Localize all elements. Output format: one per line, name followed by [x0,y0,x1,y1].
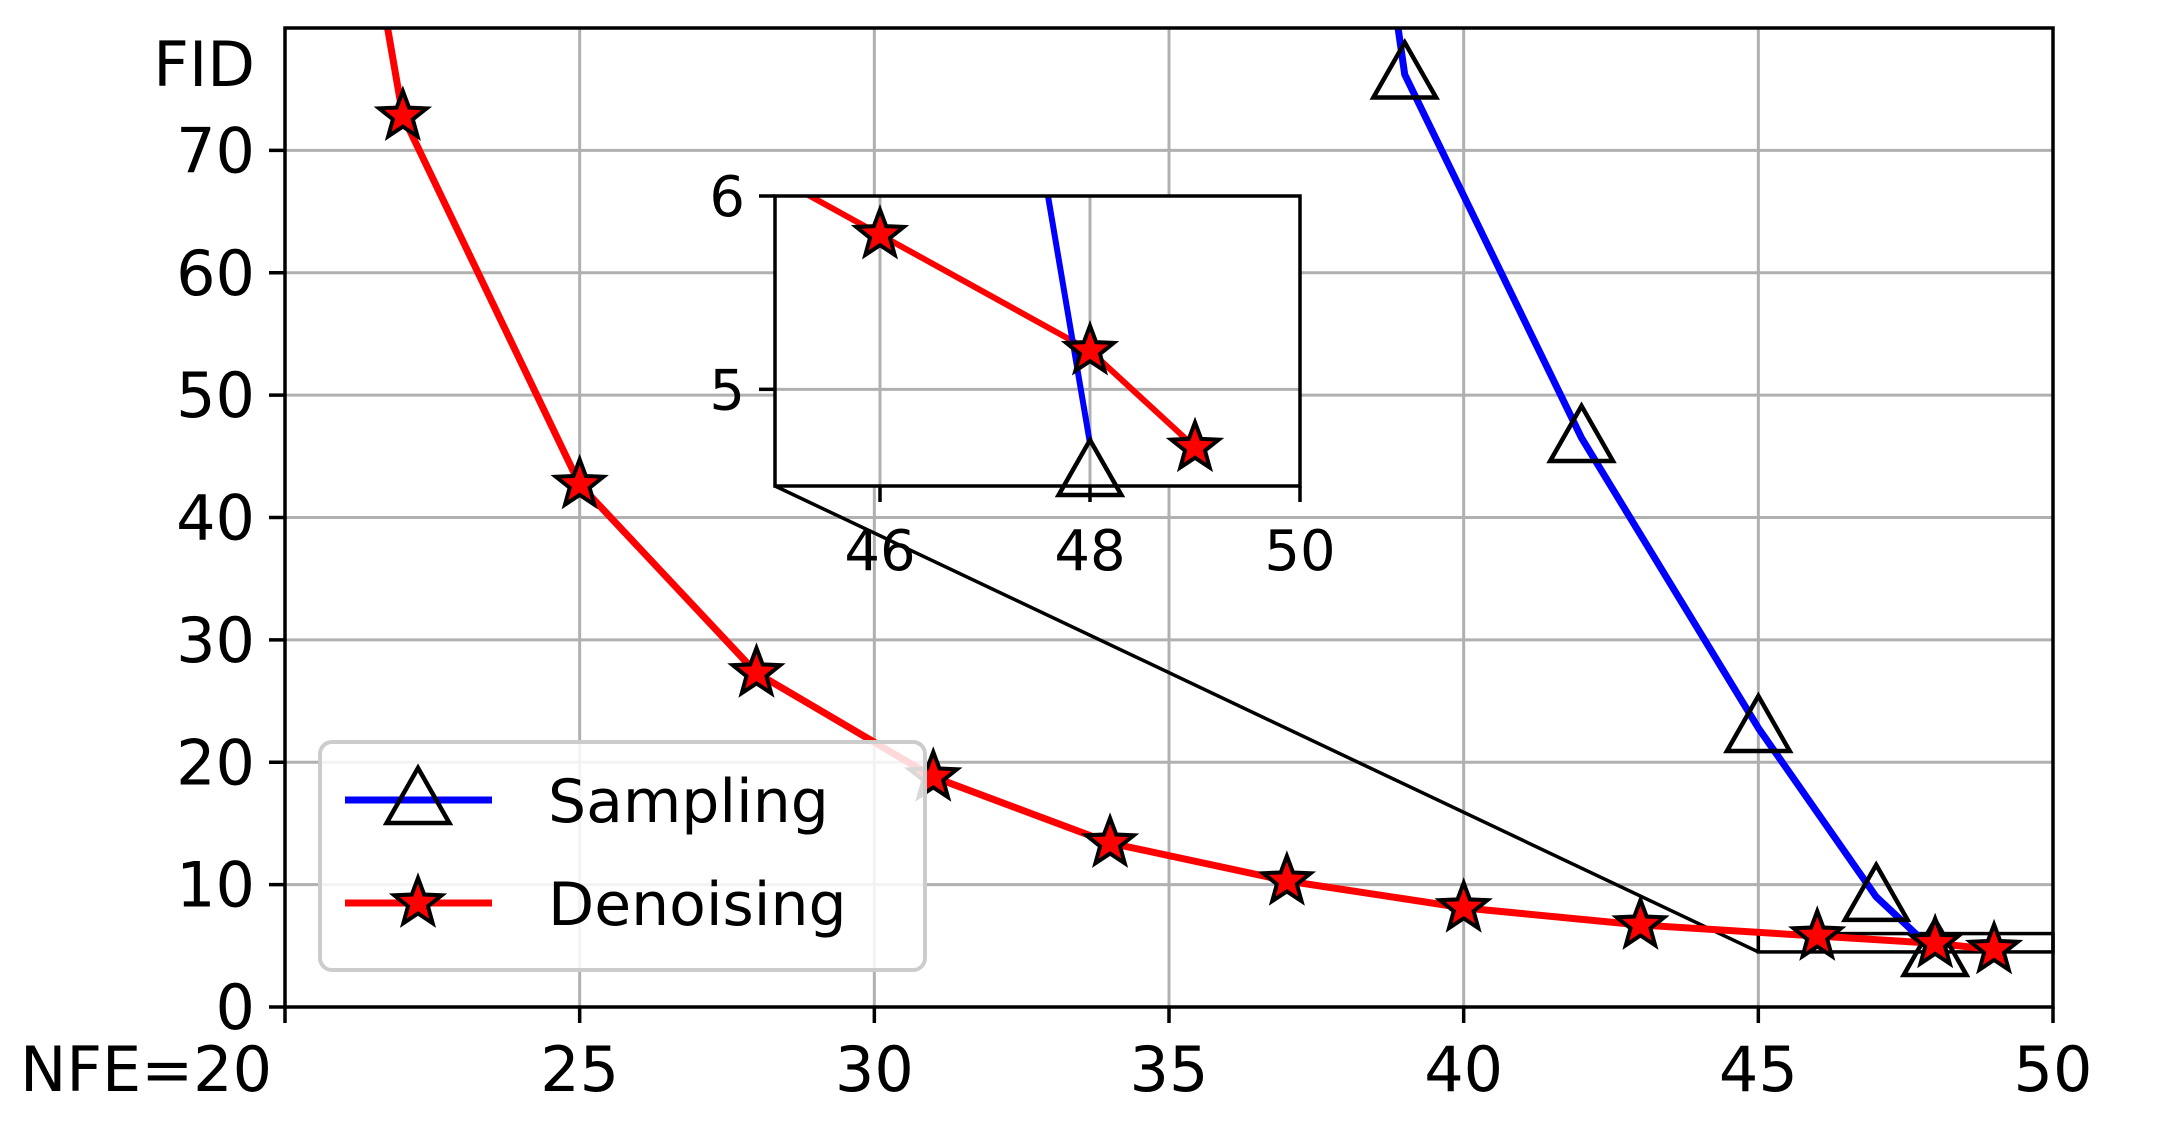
inset-point-denoising [1060,319,1120,376]
y-tick-label: 70 [176,114,255,187]
data-point-denoising [1964,918,2024,975]
data-point-denoising [1434,877,1493,933]
data-point-denoising [1080,812,1140,868]
x-tick-label: 45 [1719,1033,1798,1106]
inset-plot: 46 48 50 5 6 [709,165,1335,584]
zoom-connector-line [774,484,1760,954]
zoom-region-indicator [774,484,2055,954]
legend-label: Sampling [548,767,829,837]
data-point-denoising [550,453,609,510]
legend-swatch-marker [388,872,448,928]
legend-entry-denoising: Denoising [345,870,847,940]
y-axis-top-label: FID [153,28,255,101]
inset-background [775,196,1300,486]
x-tick-label: 50 [2014,1033,2093,1106]
y-tick-label: 50 [176,359,255,432]
legend-swatch-marker [382,763,454,826]
series-line-sampling [1394,28,1938,955]
data-point-denoising [1257,850,1317,906]
x-tick-label: 30 [835,1033,914,1106]
series-line-denoising [384,28,1995,953]
data-point-sampling [1369,37,1440,100]
data-point-denoising [1611,894,1670,950]
inset-line-denoising [803,196,1198,450]
y-tick-label: 20 [176,726,255,799]
data-point-sampling [1899,915,1971,978]
y-tick-label: 40 [176,482,255,555]
data-point-denoising [373,85,433,141]
data-point-denoising [1905,912,1965,969]
inset-y-tick-label: 5 [709,358,745,423]
y-tick-label: 0 [216,971,255,1044]
inset-series-lines [803,196,1198,450]
y-tick-label: 60 [176,237,255,310]
inset-y-tick-label: 6 [709,165,745,230]
inset-point-denoising [850,203,910,260]
legend-label: Denoising [548,870,847,940]
legend: Sampling Denoising [318,740,927,972]
inset-frame [773,194,1302,488]
data-point-denoising [1788,905,1847,961]
inset-x-tick-label: 48 [1054,519,1125,584]
y-tick-label: 30 [176,604,255,677]
legend-entry-sampling: Sampling [345,763,829,837]
inset-x-tick-label: 50 [1264,519,1335,584]
main-axis-ticks: NFE=20 25 30 35 40 45 50 0 10 20 30 40 50 60 70 [20,114,2092,1106]
inset-point-denoising [1165,416,1225,473]
data-point-denoising [727,642,786,698]
data-point-sampling [1546,401,1617,464]
inset-line-sampling [1045,196,1093,444]
x-tick-label: 25 [540,1033,619,1106]
inset-x-tick-label: 46 [844,519,915,584]
data-point-sampling [1723,691,1794,754]
y-tick-label: 10 [176,849,255,922]
series-lines [384,28,1995,955]
x-tick-label: 35 [1130,1033,1209,1106]
inset-axis-ticks: 46 48 50 5 6 [709,165,1335,584]
main-series-layer [373,28,2024,978]
data-point-sampling [1840,860,1912,923]
x-tick-label: NFE=20 [20,1033,272,1106]
inset-series-layer [803,196,1225,498]
x-tick-label: 40 [1424,1033,1503,1106]
